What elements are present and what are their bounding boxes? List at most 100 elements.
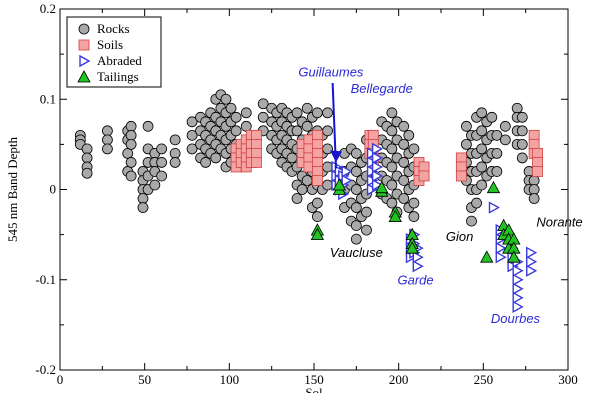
- soils-point: [251, 138, 262, 150]
- rocks-point: [125, 157, 137, 168]
- y-axis-label: 545 nm Band Depth: [5, 136, 20, 242]
- rocks-point: [169, 134, 181, 146]
- rocks-point: [149, 179, 161, 191]
- rocks-point: [398, 193, 410, 204]
- abraded-point: [341, 165, 353, 178]
- legend-marker-tailings: [77, 70, 91, 83]
- rocks-point: [460, 138, 472, 150]
- x-axis-label: Sol: [305, 385, 323, 393]
- y-tick-label: 0.1: [40, 91, 56, 106]
- rocks-point: [125, 120, 137, 132]
- rocks-point: [361, 224, 372, 236]
- annotation-garde: Garde: [398, 272, 434, 287]
- rocks-point: [286, 152, 298, 164]
- x-tick-label: 0: [57, 372, 64, 387]
- y-tick-label: 0: [50, 182, 57, 197]
- rocks-point: [240, 107, 252, 119]
- legend-label-abraded: Abraded: [97, 53, 142, 68]
- rocks-point: [528, 193, 540, 204]
- abraded-point: [512, 273, 524, 286]
- rocks-point: [81, 143, 93, 155]
- rocks-point: [476, 161, 488, 173]
- rocks-point: [499, 120, 511, 132]
- abraded-point: [495, 241, 507, 255]
- rocks-point: [186, 116, 198, 128]
- rocks-point: [350, 220, 362, 232]
- rocks-point: [137, 202, 149, 213]
- abraded-point: [526, 255, 538, 268]
- soils-point: [251, 147, 262, 159]
- rocks-point: [291, 107, 303, 119]
- rocks-point: [528, 184, 540, 195]
- rocks-point: [386, 179, 398, 191]
- abraded-point: [512, 282, 524, 295]
- soils-point: [455, 152, 467, 164]
- rocks-point: [408, 143, 420, 155]
- soils-point: [455, 170, 467, 182]
- data-points: [74, 89, 543, 314]
- soils-point: [311, 138, 323, 150]
- rocks-point: [516, 111, 528, 123]
- rocks-point: [125, 129, 137, 141]
- rocks-point: [403, 129, 415, 141]
- rocks-point: [311, 197, 323, 209]
- tailings-point: [310, 227, 325, 241]
- rocks-point: [460, 120, 472, 132]
- rocks-point: [350, 147, 362, 159]
- rocks-point: [491, 129, 503, 141]
- rocks-point: [386, 107, 398, 119]
- x-tick-label: 300: [558, 372, 578, 387]
- soils-point: [311, 157, 323, 168]
- rocks-point: [476, 143, 488, 155]
- rocks-point: [186, 143, 198, 155]
- rocks-point: [516, 125, 528, 137]
- abraded-point: [371, 142, 384, 156]
- soils-point: [532, 157, 543, 168]
- abraded-point: [412, 260, 424, 273]
- rocks-point: [499, 134, 511, 146]
- rocks-point: [169, 157, 181, 168]
- rocks-point: [361, 206, 372, 218]
- abraded-point: [526, 246, 538, 259]
- rocks-point: [301, 175, 313, 186]
- rocks-point: [81, 167, 93, 179]
- abraded-point: [488, 201, 500, 214]
- rocks-point: [81, 152, 93, 164]
- rocks-point: [516, 152, 528, 164]
- rocks-point: [156, 170, 168, 182]
- soils-point: [455, 161, 467, 173]
- abraded-point: [371, 151, 384, 165]
- soils-point: [251, 129, 262, 141]
- x-tick-label: 150: [304, 372, 324, 387]
- rocks-point: [476, 125, 488, 137]
- soils-point: [311, 129, 323, 141]
- rocks-point: [386, 125, 398, 137]
- rocks-point: [491, 166, 503, 177]
- abraded-point: [526, 264, 538, 277]
- rocks-point: [350, 166, 362, 177]
- soils-point: [251, 157, 262, 168]
- rocks-point: [516, 138, 528, 150]
- rocks-point: [230, 125, 242, 137]
- rocks-point: [511, 102, 523, 114]
- rocks-point: [491, 147, 503, 159]
- rocks-point: [398, 138, 410, 150]
- rocks-point: [322, 125, 333, 137]
- y-tick-label: 0.2: [40, 1, 56, 16]
- abraded-point: [512, 300, 524, 314]
- rocks-point: [386, 161, 398, 173]
- annotation-vaucluse: Vaucluse: [330, 245, 383, 260]
- rocks-point: [528, 175, 540, 186]
- rocks-point: [137, 193, 149, 204]
- rocks-point: [125, 170, 137, 182]
- rocks-point: [476, 107, 488, 119]
- rocks-point: [102, 134, 113, 146]
- rocks-point: [220, 93, 232, 105]
- rocks-point: [398, 157, 410, 168]
- tailings-point: [480, 250, 494, 263]
- rocks-point: [230, 111, 242, 123]
- rocks-point: [386, 197, 398, 209]
